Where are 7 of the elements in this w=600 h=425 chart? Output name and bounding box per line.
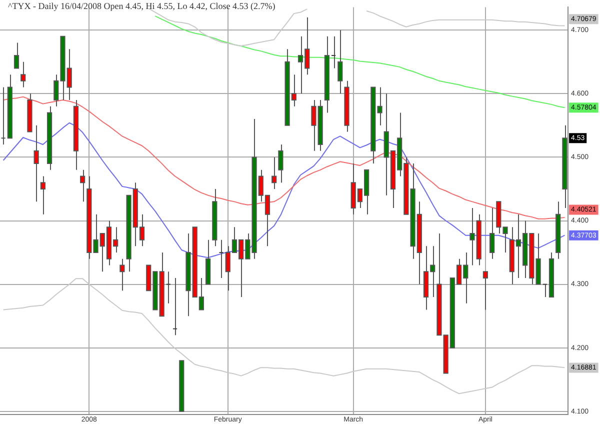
candlestick xyxy=(542,284,548,298)
candlestick xyxy=(218,239,224,278)
candlestick xyxy=(0,86,6,145)
candlestick xyxy=(166,271,171,304)
chart-title: ^TYX - Daily 16/04/2008 Open 4.45, Hi 4.55, Lo 4.42, Close 4.53 (2.7%) xyxy=(8,1,276,11)
candlestick xyxy=(172,277,178,336)
candlestick xyxy=(330,36,336,69)
